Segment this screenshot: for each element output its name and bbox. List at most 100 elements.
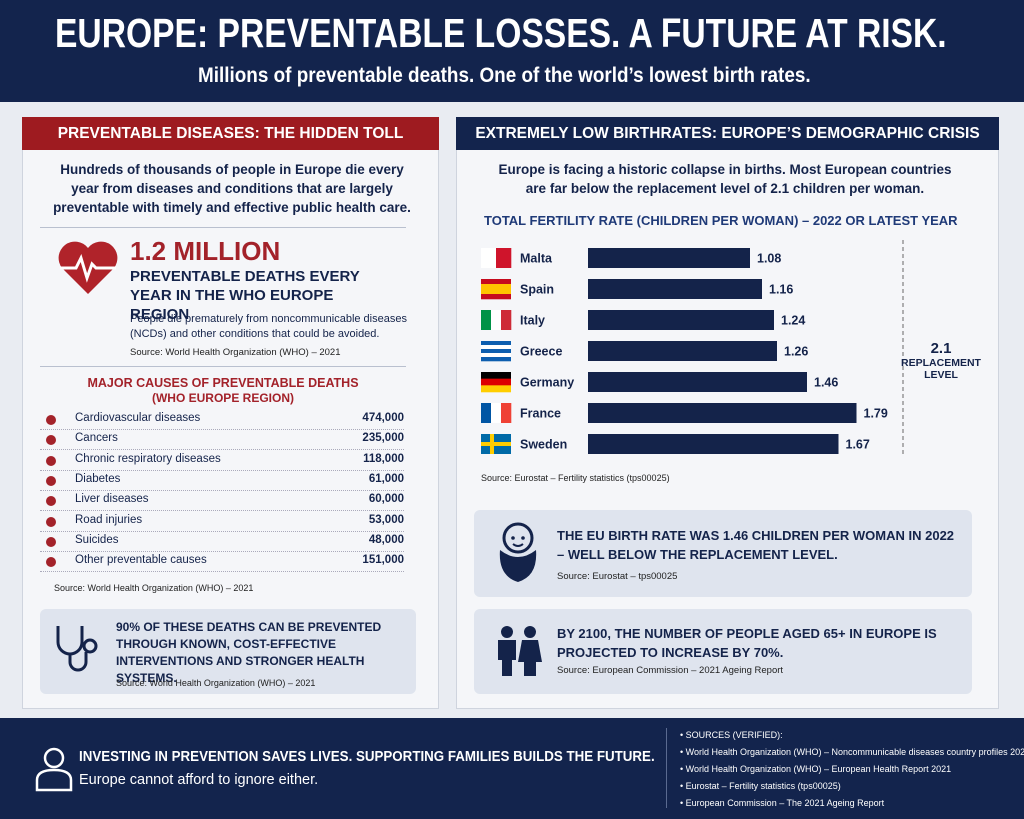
callout-text: THE EU BIRTH RATE WAS 1.46 CHILDREN PER … xyxy=(557,528,955,562)
flag xyxy=(481,289,511,295)
footer-message: INVESTING IN PREVENTION SAVES LIVES. SUP… xyxy=(79,749,655,765)
reference-label: REPLACEMENT LEVEL xyxy=(901,357,981,381)
stat-note: People die prematurely from noncommunica… xyxy=(130,313,407,340)
bar xyxy=(588,341,777,361)
flag xyxy=(481,310,492,330)
intro: Hundreds of thousands of people in Europ… xyxy=(53,162,411,215)
value-label: 1.24 xyxy=(781,314,805,328)
flag xyxy=(488,248,497,268)
category-label: Italy xyxy=(520,314,545,328)
cause-row: Cardiovascular diseases 474,000 xyxy=(40,409,404,430)
divider xyxy=(40,366,406,367)
cause-icon xyxy=(46,557,56,568)
cause-row: Liver diseases 60,000 xyxy=(40,490,404,512)
value-label: 1.46 xyxy=(814,376,838,390)
flag xyxy=(501,310,512,330)
cause-value: 53,000 xyxy=(368,513,404,526)
bar xyxy=(588,310,774,330)
panel-heading: EXTREMELY LOW BIRTHRATES: EUROPE’S DEMOG… xyxy=(456,117,999,150)
cause-value: 151,000 xyxy=(362,554,404,567)
cause-value: 48,000 xyxy=(368,533,404,546)
callout-box xyxy=(474,609,972,694)
flag xyxy=(481,378,511,386)
cause-icon xyxy=(46,415,56,425)
chart: Malta 1.08 Spain 1.16 Italy 1.24 Greece 1.26 Ger… xyxy=(481,240,952,456)
value-label: 1.67 xyxy=(846,438,870,452)
flag xyxy=(481,442,511,446)
flag xyxy=(481,341,511,346)
cause-icon xyxy=(46,496,56,507)
cause-value: 61,000 xyxy=(368,472,404,485)
category-label: Spain xyxy=(520,283,554,297)
bar xyxy=(588,403,857,423)
cause-name: Other preventable causes xyxy=(75,554,207,567)
source: Source: World Health Organization (WHO) … xyxy=(116,678,316,688)
flag xyxy=(496,248,504,268)
flag xyxy=(501,403,512,423)
flag xyxy=(481,357,511,362)
subtitle: Millions of preventable deaths. One of t… xyxy=(198,64,811,87)
cause-name: Cancers xyxy=(75,432,118,445)
cause-icon xyxy=(46,536,56,547)
value-label: 1.79 xyxy=(864,407,888,421)
source: Source: European Commission – 2021 Agein… xyxy=(557,665,784,676)
divider xyxy=(666,728,667,808)
bar xyxy=(588,279,762,299)
flag xyxy=(481,385,511,393)
bar xyxy=(588,248,750,268)
cause-name: Diabetes xyxy=(75,472,121,485)
flag xyxy=(491,310,502,330)
header xyxy=(0,0,1024,102)
cause-row: Diabetes 61,000 xyxy=(40,470,404,491)
cause-name: Cardiovascular diseases xyxy=(75,412,201,424)
title: EUROPE: PREVENTABLE LOSSES. A FUTURE AT … xyxy=(55,10,947,56)
source: Source: Eurostat – tps00025 xyxy=(557,571,678,582)
flag xyxy=(481,403,492,423)
flag xyxy=(481,372,511,379)
flag xyxy=(481,248,489,268)
sources-title: SOURCES (VERIFIED): xyxy=(680,730,783,740)
value-label: 1.16 xyxy=(769,283,793,297)
source-item: World Health Organization (WHO) – Noncom… xyxy=(680,747,1024,757)
cause-row: Suicides 48,000 xyxy=(40,531,404,552)
reference-value: 2.1 xyxy=(931,340,952,357)
flag xyxy=(503,248,512,268)
cause-value: 118,000 xyxy=(363,452,404,465)
person-icon xyxy=(35,747,73,792)
panel-heading: PREVENTABLE DISEASES: THE HIDDEN TOLL xyxy=(22,117,439,150)
flag xyxy=(481,345,511,350)
stethoscope-icon xyxy=(56,626,98,672)
cause-row: Other preventable causes 151,000 xyxy=(40,551,404,573)
category-label: Malta xyxy=(520,252,553,266)
source: Source: Eurostat – Fertility statistics … xyxy=(481,473,670,483)
footer-submessage: Europe cannot afford to ignore either. xyxy=(79,772,319,788)
cause-icon xyxy=(46,455,56,466)
callout-text: BY 2100, THE NUMBER OF PEOPLE AGED 65+ I… xyxy=(557,626,937,660)
category-label: Sweden xyxy=(520,438,567,452)
flag xyxy=(481,294,511,300)
elderly-icon xyxy=(498,626,542,676)
baby-icon xyxy=(499,522,537,582)
cause-value: 235,000 xyxy=(362,432,404,445)
category-label: France xyxy=(520,407,561,421)
cause-row: Cancers 235,000 xyxy=(40,429,404,451)
stat: 1.2 MILLION xyxy=(130,236,281,266)
cause-name: Suicides xyxy=(75,533,119,546)
heart-icon xyxy=(58,241,118,294)
source-item: Eurostat – Fertility statistics (tps0002… xyxy=(680,781,841,791)
flag xyxy=(481,353,511,358)
divider xyxy=(40,227,406,228)
flag xyxy=(491,403,502,423)
causes-subtitle: (WHO EUROPE REGION) xyxy=(151,391,294,405)
cause-icon xyxy=(46,516,56,527)
value-label: 1.08 xyxy=(757,252,781,266)
cause-name: Liver diseases xyxy=(75,493,149,506)
flag xyxy=(481,349,511,354)
cause-icon xyxy=(46,475,56,486)
cause-value: 474,000 xyxy=(362,412,404,424)
flag xyxy=(481,279,511,285)
source: Source: World Health Organization (WHO) … xyxy=(54,583,254,593)
source-item: World Health Organization (WHO) – Europe… xyxy=(680,764,951,774)
flag xyxy=(481,284,511,290)
